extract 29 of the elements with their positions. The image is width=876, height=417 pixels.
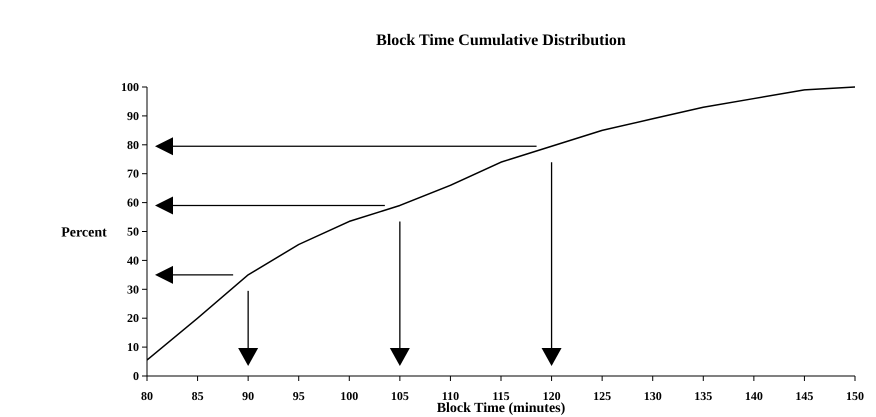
y-tick-label: 60 [127,196,139,210]
x-tick-label: 90 [242,389,254,403]
x-tick-label: 140 [744,389,763,403]
y-tick-label: 70 [127,166,139,181]
x-tick-label: 85 [192,389,204,403]
x-tick-label: 95 [292,389,305,403]
y-tick-label: 20 [127,311,139,326]
x-tick-label: 115 [492,389,510,403]
y-tick-label: 0 [133,369,139,383]
x-tick-label: 80 [141,389,153,403]
x-tick-label: 135 [694,389,712,403]
x-axis-title: Block Time (minutes) [436,401,566,416]
x-tick-label: 105 [390,389,409,403]
y-tick-label: 40 [127,253,139,268]
x-tick-label: 120 [542,389,561,403]
y-tick-label: 50 [127,224,139,238]
x-tick-label: 145 [795,389,814,403]
y-axis-title: Percent [61,226,108,240]
y-tick-label: 90 [127,108,139,123]
y-tick-label: 30 [127,282,139,296]
x-tick-label: 110 [442,389,460,403]
x-tick-label: 130 [644,389,662,403]
y-tick-label: 80 [127,138,139,152]
x-tick-label: 100 [340,389,358,403]
x-tick-label: 150 [846,389,864,403]
y-tick-label: 100 [121,80,139,94]
x-tick-label: 125 [593,389,612,403]
y-tick-label: 10 [127,340,139,354]
chart-title: Block Time Cumulative Distribution [376,32,626,49]
